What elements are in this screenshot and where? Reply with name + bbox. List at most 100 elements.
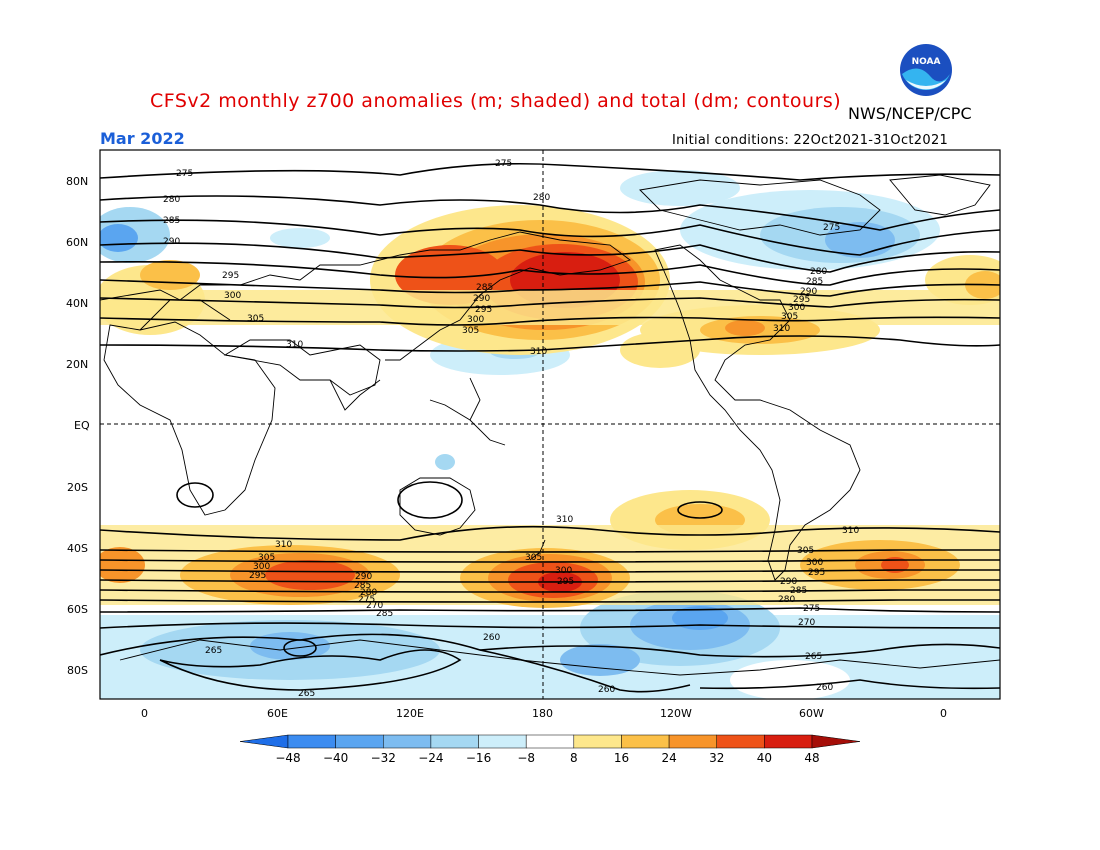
map-frame (99, 149, 1001, 700)
colorbar-swatch (716, 734, 765, 749)
contour-label: 290 (355, 572, 372, 582)
lat-label: EQ (74, 419, 90, 432)
agency-label: NWS/NCEP/CPC (848, 104, 972, 123)
contour-label: 285 (476, 283, 493, 293)
contour-label: 280 (360, 588, 377, 598)
latitude-axis: 80N 60N 40N 20N EQ 20S 40S 60S 80S (66, 175, 90, 677)
contour-label: 290 (800, 287, 817, 297)
colorbar-label: −8 (517, 751, 535, 765)
colorbar: −48 −40 −32 −24 −16 −8 8 16 24 32 40 48 (239, 734, 861, 765)
colorbar-swatch (668, 734, 717, 749)
lon-label: 0 (940, 707, 947, 720)
colorbar-label: 24 (661, 751, 676, 765)
contour-label: 305 (797, 546, 814, 556)
contour-label: 310 (842, 526, 859, 536)
logo-text: NOAA (912, 57, 941, 67)
colorbar-swatch (383, 734, 432, 749)
lat-label: 40S (67, 542, 88, 555)
contour-label: 285 (163, 216, 180, 226)
lon-label: 0 (141, 707, 148, 720)
contour-label: 295 (249, 571, 266, 581)
contour-label: 265 (205, 646, 222, 656)
colorbar-label: 48 (804, 751, 819, 765)
contour-label: 265 (805, 652, 822, 662)
colorbar-swatch (573, 734, 622, 749)
forecast-month: Mar 2022 (100, 129, 185, 148)
contour-label: 280 (163, 195, 180, 205)
contour-label: 295 (222, 271, 239, 281)
lon-label: 180 (532, 707, 553, 720)
contour-label: 275 (823, 223, 840, 233)
contour-label: 305 (525, 553, 542, 563)
contour-label: 300 (467, 315, 484, 325)
initial-conditions: Initial conditions: 22Oct2021-31Oct2021 (672, 133, 949, 148)
lat-label: 60N (66, 236, 88, 249)
colorbar-label: −40 (323, 751, 348, 765)
lon-label: 60E (267, 707, 288, 720)
contour-label: 295 (793, 295, 810, 305)
contour-label: 310 (556, 515, 573, 525)
lat-label: 80S (67, 664, 88, 677)
colorbar-swatch (430, 734, 479, 749)
contour-label: 290 (473, 294, 490, 304)
contour-label: 310 (275, 540, 292, 550)
lat-label: 60S (67, 603, 88, 616)
contour-label: 300 (806, 558, 823, 568)
colorbar-swatch (525, 734, 575, 749)
contour-label: 300 (788, 303, 805, 313)
colorbar-label: 32 (709, 751, 724, 765)
contour-label: 275 (803, 604, 820, 614)
lon-label: 120E (396, 707, 424, 720)
height-contours (100, 162, 1000, 693)
colorbar-swatch (764, 734, 813, 749)
colorbar-swatch (478, 734, 527, 749)
chart-title: CFSv2 monthly z700 anomalies (m; shaded)… (150, 90, 842, 112)
contour-label: 280 (810, 267, 827, 277)
lon-label: 60W (799, 707, 824, 720)
contour-label: 310 (286, 340, 303, 350)
contour-label: 260 (598, 685, 615, 695)
contour-label: 285 (354, 581, 371, 591)
contour-label: 295 (475, 305, 492, 315)
colorbar-swatch (621, 734, 670, 749)
colorbar-label: −48 (275, 751, 300, 765)
contour-label: 275 (358, 595, 375, 605)
contour-label: 300 (253, 562, 270, 572)
colorbar-label: −32 (371, 751, 396, 765)
contour-label: 300 (555, 566, 572, 576)
lat-label: 20S (67, 481, 88, 494)
colorbar-swatch (287, 734, 336, 749)
lat-label: 20N (66, 358, 88, 371)
lat-label: 80N (66, 175, 88, 188)
colorbar-swatch (335, 734, 384, 749)
contour-label: 290 (163, 237, 180, 247)
noaa-logo-icon: NOAA (897, 41, 955, 99)
contour-label: 285 (790, 586, 807, 596)
contour-label: 260 (483, 633, 500, 643)
contour-label: 295 (808, 568, 825, 578)
contour-label: 300 (224, 291, 241, 301)
colorbar-label: 40 (757, 751, 772, 765)
contour-label: 305 (258, 553, 275, 563)
lon-label: 120W (660, 707, 692, 720)
contour-label: 265 (298, 689, 315, 699)
contour-label: 295 (557, 577, 574, 587)
contour-label: 305 (462, 326, 479, 336)
contour-label: 305 (247, 314, 264, 324)
colorbar-label: 16 (614, 751, 629, 765)
colorbar-label: −16 (466, 751, 491, 765)
contour-label: 275 (495, 159, 512, 169)
contour-label: 290 (780, 577, 797, 587)
contour-label: 275 (176, 169, 193, 179)
colorbar-label: −24 (418, 751, 443, 765)
contour-label: 285 (806, 277, 823, 287)
contour-label: 310 (530, 347, 547, 357)
contour-label: 310 (773, 324, 790, 334)
contour-label: 270 (798, 618, 815, 628)
colorbar-arrow-right (811, 734, 861, 749)
contour-value-labels: 275 275 280 285 290 295 300 305 310 280 … (163, 159, 859, 699)
contour-label: 270 (366, 601, 383, 611)
contour-label: 285 (376, 609, 393, 619)
lat-label: 40N (66, 297, 88, 310)
